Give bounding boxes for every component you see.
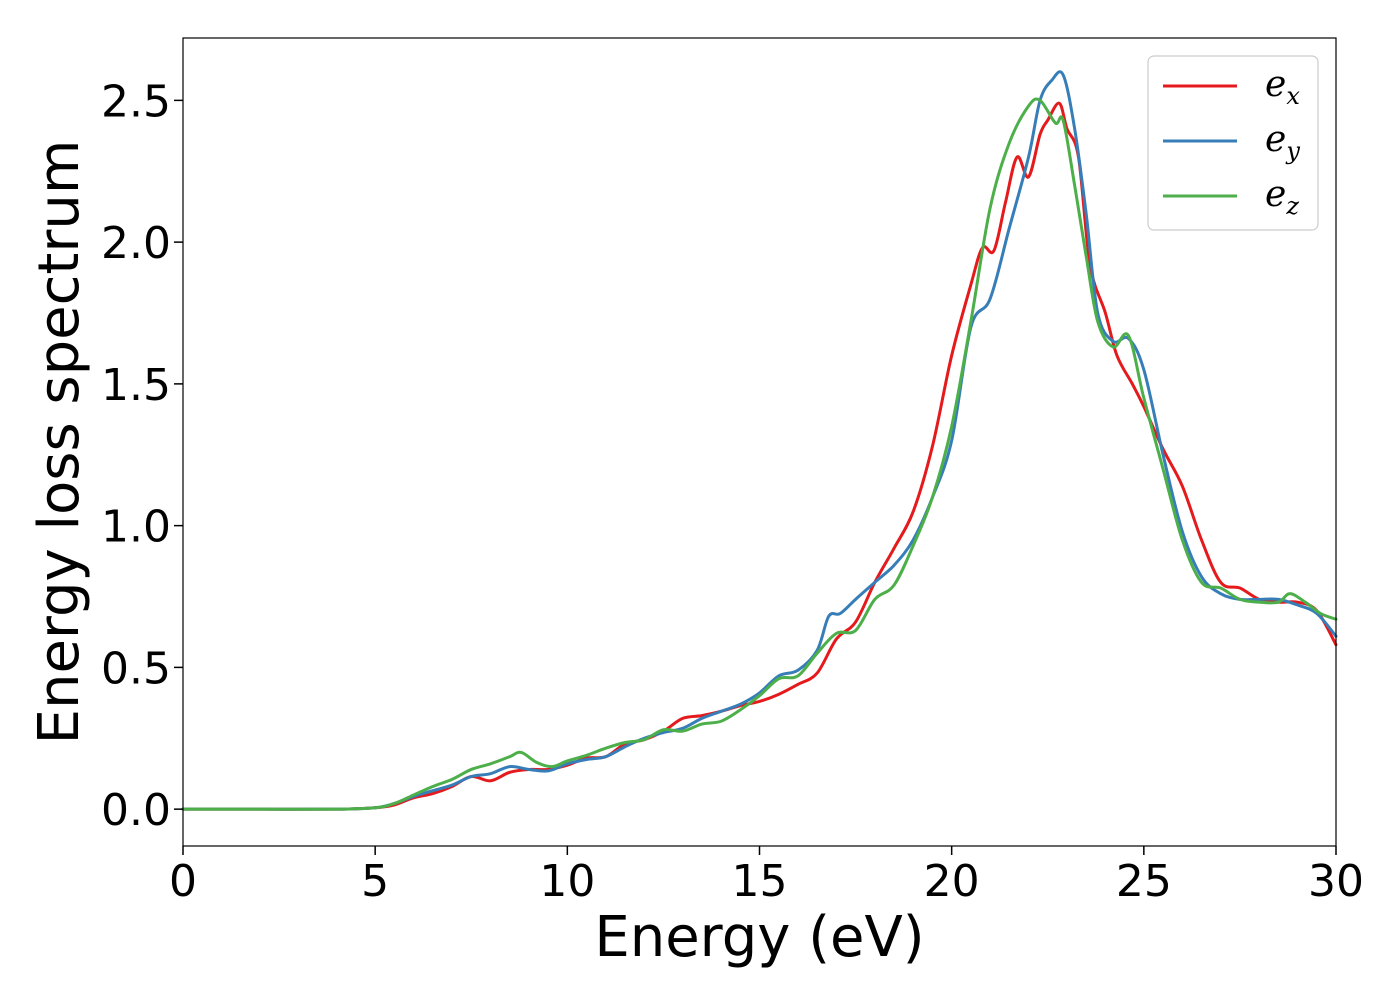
y-tick-label: 0.5	[101, 643, 171, 694]
x-axis: 0 5 10 15 20 25 30	[169, 846, 1364, 907]
series-line-ey	[181, 70, 1338, 811]
y-tick-label: 1.5	[101, 360, 171, 411]
y-axis-title: Energy loss spectrum	[27, 140, 92, 745]
y-tick-label: 2.5	[101, 76, 171, 127]
series-line-ex	[181, 101, 1338, 811]
x-tick-label: 10	[539, 856, 595, 907]
x-tick-label: 30	[1308, 856, 1364, 907]
y-tick-label: 2.0	[101, 218, 171, 269]
x-tick-label: 5	[361, 856, 389, 907]
y-tick-label: 1.0	[101, 502, 171, 553]
x-axis-title: Energy (eV)	[594, 905, 924, 970]
y-tick-label: 0.0	[101, 785, 171, 836]
plot-background	[183, 38, 1336, 846]
x-tick-label: 25	[1116, 856, 1172, 907]
x-tick-label: 20	[924, 856, 980, 907]
x-tick-label: 0	[169, 856, 197, 907]
y-axis: 0.0 0.5 1.0 1.5 2.0 2.5	[101, 76, 183, 836]
legend-box	[1147, 55, 1319, 231]
series-line-ez	[181, 97, 1338, 811]
series-layer	[181, 70, 1338, 811]
x-tick-label: 15	[732, 856, 788, 907]
